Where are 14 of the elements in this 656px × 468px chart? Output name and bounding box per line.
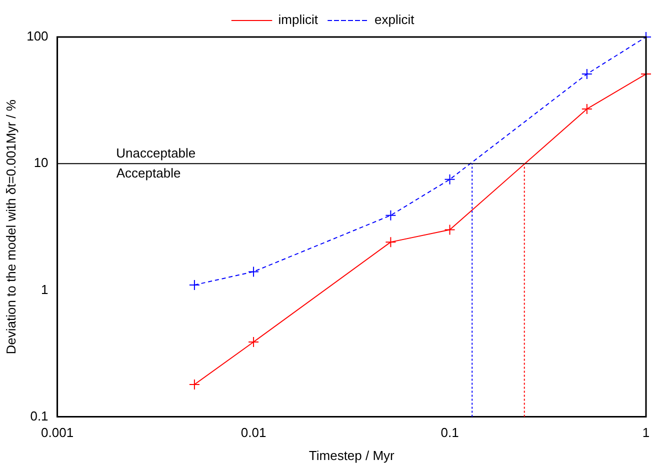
- y-axis-title: Deviation to the model with δt=0.001Myr / %: [3, 99, 18, 354]
- x-axis-title: Timestep / Myr: [308, 448, 396, 463]
- y-tick-label: 10: [34, 155, 48, 170]
- x-tick-label: 1: [642, 425, 650, 440]
- x-tick-label: 0.1: [440, 425, 459, 440]
- ref-line-label: Unacceptable: [116, 146, 196, 161]
- x-tick-label: 0.001: [41, 425, 74, 440]
- y-tick-label: 1: [41, 282, 48, 297]
- x-tick-label: 0.01: [240, 425, 266, 440]
- y-tick-label: 0.1: [30, 408, 48, 424]
- legend-label: explicit: [374, 12, 415, 28]
- annotation: Acceptable: [116, 166, 181, 181]
- y-tick-label: 100: [26, 28, 48, 44]
- legend-label: implicit: [278, 12, 318, 28]
